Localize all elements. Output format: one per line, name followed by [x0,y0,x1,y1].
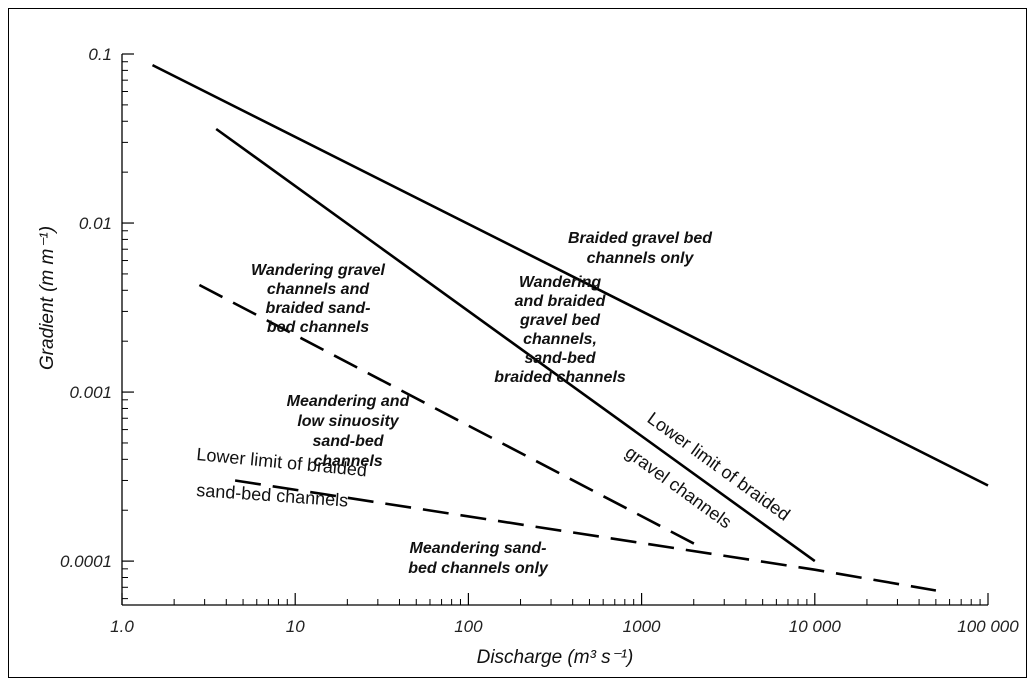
annotation-line: sand-bed [524,350,596,367]
annotation-line: braided channels [494,369,626,386]
annotation-line: channels, [523,331,597,348]
annotation-line: Meandering and [287,393,411,410]
label-lower-limit-sand-2: sand-bed channels [196,480,349,511]
x-tick-label: 100 [454,617,483,636]
series-line-4 [234,479,937,592]
annotation-line: sand-bed [312,433,384,450]
label-braided-gravel: Braided gravel bed channels only [568,230,713,267]
label-meandering-low-sinuosity: Meandering and low sinuosity sand-bed chann… [287,393,411,470]
annotation-line: sand-bed channels [196,480,349,511]
annotation-line: Wandering gravel [251,262,386,279]
x-axis-title: Discharge (m³ s⁻¹) [477,647,634,668]
annotation-line: Wandering [519,274,602,291]
x-tick-label: 1.0 [110,617,134,636]
axes: 1.0 10 100 1000 10 000 100 000 0.0001 0.001 0.01… [60,45,1019,636]
y-tick-label: 0.01 [79,214,112,233]
figure-frame [8,8,1027,678]
y-tick-label: 0.001 [69,383,112,402]
y-tick-label: 0.1 [88,45,112,64]
annotation-line: bed channels [267,319,369,336]
y-tick-label: 0.0001 [60,552,112,571]
x-tick-label: 10 000 [789,617,842,636]
annotation-line: braided sand- [266,300,371,317]
label-wandering-gravel: Wandering gravel channels and braided sand… [251,262,386,336]
annotation-line: Meandering sand- [410,540,547,557]
annotation-line: channels [313,453,382,470]
annotation-line: bed channels only [408,560,549,577]
x-tick-label: 10 [286,617,305,636]
x-tick-label: 1000 [623,617,661,636]
x-tick-label: 100 000 [957,617,1019,636]
annotations: Braided gravel bed channels only Wandering… [196,230,794,577]
annotation-line: gravel bed [519,312,601,329]
y-axis-title: Gradient (m m⁻¹) [37,226,58,370]
series-line-3 [198,283,705,551]
annotation-line: and braided [515,293,607,310]
annotation-line: channels only [587,250,695,267]
annotation-line: channels and [267,281,370,298]
series-line-2 [215,127,816,563]
series-line-1 [151,63,989,487]
label-wandering-braided: Wandering and braided gravel bed channels, s… [494,274,626,386]
annotation-line: Braided gravel bed [568,230,713,247]
series-lines [151,63,989,592]
annotation-line: low sinuosity [297,413,399,430]
label-meandering-only: Meandering sand-bed channels only [408,540,549,577]
